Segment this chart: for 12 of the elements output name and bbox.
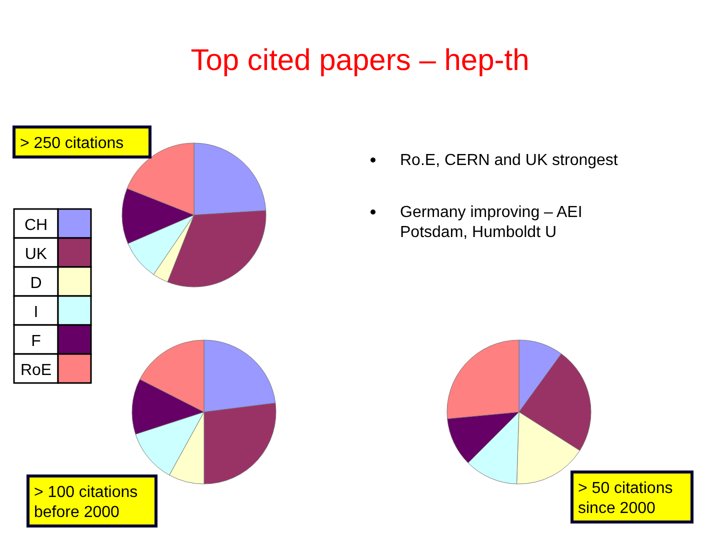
- legend-label: CH: [24, 217, 48, 234]
- legend-label: F: [31, 333, 42, 350]
- text: Top cited papers – hep-th: [190, 44, 530, 77]
- text: Germany improving – AEI Potsdam, Humboldt U: [400, 204, 582, 241]
- legend-label: D: [30, 275, 42, 292]
- legend-label: UK: [24, 246, 48, 263]
- text: Ro.E, CERN and UK strongest: [400, 152, 618, 169]
- text: > 50 citations since 2000: [578, 480, 673, 517]
- chart-subtitle: > 250 citations: [20, 135, 124, 152]
- legend-label: RoE: [20, 362, 52, 379]
- text: > 100 citations before 2000: [34, 484, 138, 521]
- legend-label: I: [34, 304, 38, 321]
